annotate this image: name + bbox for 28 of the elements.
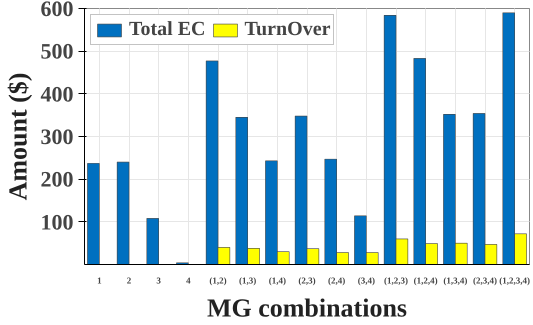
x-tick-label: (2,3,4) xyxy=(473,276,498,286)
x-tick-label: 3 xyxy=(156,276,162,286)
x-tick-label: (1,4) xyxy=(268,276,286,286)
y-axis-title: Amount ($) xyxy=(4,72,32,200)
bar xyxy=(146,218,159,264)
x-tick-label: 2 xyxy=(126,276,132,286)
x-tick-label: (1,2) xyxy=(209,276,227,286)
legend-label: Total EC xyxy=(129,18,206,41)
x-tick-label: (2,3) xyxy=(298,276,316,286)
x-tick-label: (1,2,4) xyxy=(414,276,438,286)
x-tick-label: (1,3) xyxy=(239,276,256,286)
y-tick-label: 500 xyxy=(40,38,74,64)
y-tick-label: 600 xyxy=(40,0,74,21)
x-tick-label: (2,4) xyxy=(328,276,346,286)
x-axis-title: MG combinations xyxy=(206,294,408,322)
bar xyxy=(87,163,100,264)
y-tick-label: 400 xyxy=(40,81,74,106)
x-tick-label: (1,2,3) xyxy=(384,276,408,286)
x-tick-label: 4 xyxy=(186,276,192,286)
x-tick-label: 1 xyxy=(97,276,102,286)
y-tick-label: 200 xyxy=(40,166,74,192)
x-tick-label: (3,4) xyxy=(358,276,375,286)
y-tick-label: 100 xyxy=(40,209,74,234)
y-tick-label: 300 xyxy=(40,124,74,149)
x-tick-label: (1,3,4) xyxy=(443,276,468,286)
legend-label: TurnOver xyxy=(244,18,330,41)
x-tick-label: (1,2,3,4) xyxy=(499,276,530,286)
bar xyxy=(116,162,130,264)
